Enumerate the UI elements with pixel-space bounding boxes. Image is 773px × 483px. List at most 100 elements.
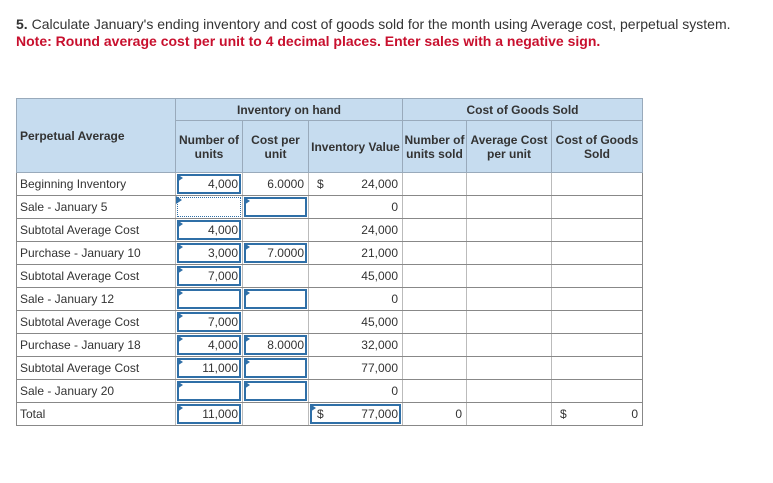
table-cell bbox=[402, 379, 467, 403]
input-box[interactable] bbox=[177, 289, 241, 309]
table-row: Subtotal Average Cost 4,000 24,000 bbox=[16, 218, 643, 242]
table-cell: 45,000 bbox=[308, 310, 403, 334]
table-cell bbox=[402, 218, 467, 242]
input-box[interactable] bbox=[244, 243, 307, 263]
input-box[interactable] bbox=[177, 312, 241, 332]
column-header: Number of units bbox=[175, 120, 243, 173]
row-label: Sale - January 20 bbox=[16, 379, 176, 403]
table-cell bbox=[402, 310, 467, 334]
input-box[interactable] bbox=[177, 174, 241, 194]
row-label: Purchase - January 18 bbox=[16, 333, 176, 357]
input-box[interactable] bbox=[310, 404, 401, 424]
table-cell: 11,000 bbox=[175, 402, 243, 426]
table-cell bbox=[466, 172, 552, 196]
table-row: Total 11,000 $77,000 0 $0 bbox=[16, 402, 643, 426]
cell-value: 21,000 bbox=[361, 246, 398, 260]
input-box[interactable] bbox=[244, 381, 307, 401]
cell-value: 0 bbox=[631, 407, 638, 421]
input-box[interactable] bbox=[244, 197, 307, 217]
table-cell bbox=[466, 356, 552, 380]
table-row: Subtotal Average Cost 7,000 45,000 bbox=[16, 310, 643, 334]
table-cell bbox=[466, 241, 552, 265]
table-row: Sale - January 12 0 bbox=[16, 287, 643, 311]
cell-value: 45,000 bbox=[361, 269, 398, 283]
input-box[interactable] bbox=[176, 196, 241, 217]
table-cell bbox=[175, 379, 243, 403]
table-cell: $0 bbox=[551, 402, 643, 426]
table-cell bbox=[242, 264, 309, 288]
cell-value: 77,000 bbox=[361, 361, 398, 375]
currency-symbol: $ bbox=[317, 407, 324, 421]
table-cell bbox=[551, 379, 643, 403]
table-cell bbox=[551, 172, 643, 196]
column-header: Number of units sold bbox=[402, 120, 467, 173]
table-cell: 7,000 bbox=[175, 264, 243, 288]
table-row: Subtotal Average Cost 11,000 77,000 bbox=[16, 356, 643, 380]
cell-value: 7,000 bbox=[207, 269, 238, 283]
row-label: Beginning Inventory bbox=[16, 172, 176, 196]
table-cell: 7.0000 bbox=[242, 241, 309, 265]
input-box[interactable] bbox=[177, 381, 241, 401]
group-header: Cost of Goods Sold bbox=[402, 98, 643, 121]
currency-symbol: $ bbox=[560, 407, 567, 421]
table-cell bbox=[551, 195, 643, 219]
table-cell bbox=[551, 310, 643, 334]
table-cell: 0 bbox=[308, 287, 403, 311]
cell-value: 45,000 bbox=[361, 315, 398, 329]
table-cell: 6.0000 bbox=[242, 172, 309, 196]
input-box[interactable] bbox=[244, 335, 307, 355]
cell-value: 8.0000 bbox=[267, 338, 304, 352]
cell-value: 4,000 bbox=[207, 223, 238, 237]
table-cell: 7,000 bbox=[175, 310, 243, 334]
table-cell bbox=[466, 402, 552, 426]
question: 5. Calculate January's ending inventory … bbox=[16, 16, 766, 50]
table-cell bbox=[466, 264, 552, 288]
input-box[interactable] bbox=[244, 289, 307, 309]
table-cell bbox=[551, 241, 643, 265]
table-cell: 32,000 bbox=[308, 333, 403, 357]
table-cell bbox=[466, 287, 552, 311]
table-cell bbox=[402, 172, 467, 196]
input-box[interactable] bbox=[244, 358, 307, 378]
group-header: Inventory on hand bbox=[175, 98, 403, 121]
input-box[interactable] bbox=[177, 243, 241, 263]
table-cell bbox=[242, 402, 309, 426]
input-box[interactable] bbox=[177, 220, 241, 240]
table-cell: 45,000 bbox=[308, 264, 403, 288]
input-box[interactable] bbox=[177, 404, 241, 424]
row-label: Sale - January 12 bbox=[16, 287, 176, 311]
column-header: Inventory Value bbox=[308, 120, 403, 173]
table-cell bbox=[402, 333, 467, 357]
row-label: Total bbox=[16, 402, 176, 426]
table-cell: 77,000 bbox=[308, 356, 403, 380]
table-cell bbox=[242, 356, 309, 380]
table-row: Subtotal Average Cost 7,000 45,000 bbox=[16, 264, 643, 288]
cell-value: 4,000 bbox=[207, 177, 238, 191]
table-cell bbox=[242, 379, 309, 403]
table-cell: 0 bbox=[402, 402, 467, 426]
cell-value: 7.0000 bbox=[267, 246, 304, 260]
cell-value: 7,000 bbox=[207, 315, 238, 329]
table-cell bbox=[242, 218, 309, 242]
currency-symbol: $ bbox=[317, 177, 324, 191]
column-header: Cost per unit bbox=[242, 120, 309, 173]
table-cell: 21,000 bbox=[308, 241, 403, 265]
cell-value: 24,000 bbox=[361, 223, 398, 237]
input-box[interactable] bbox=[177, 358, 241, 378]
table-cell: 0 bbox=[308, 195, 403, 219]
input-box[interactable] bbox=[177, 266, 241, 286]
row-label: Purchase - January 10 bbox=[16, 241, 176, 265]
cell-value: 0 bbox=[391, 200, 398, 214]
cell-value: 0 bbox=[391, 384, 398, 398]
column-header: Cost of Goods Sold bbox=[551, 120, 643, 173]
question-text: 5. Calculate January's ending inventory … bbox=[16, 16, 766, 33]
table-cell bbox=[466, 333, 552, 357]
table-cell: 8.0000 bbox=[242, 333, 309, 357]
input-box[interactable] bbox=[177, 335, 241, 355]
cell-value: 24,000 bbox=[361, 177, 398, 191]
table-cell: 3,000 bbox=[175, 241, 243, 265]
table-cell: 4,000 bbox=[175, 172, 243, 196]
cell-value: 11,000 bbox=[202, 361, 238, 375]
note: Note: Round average cost per unit to 4 d… bbox=[16, 33, 601, 49]
